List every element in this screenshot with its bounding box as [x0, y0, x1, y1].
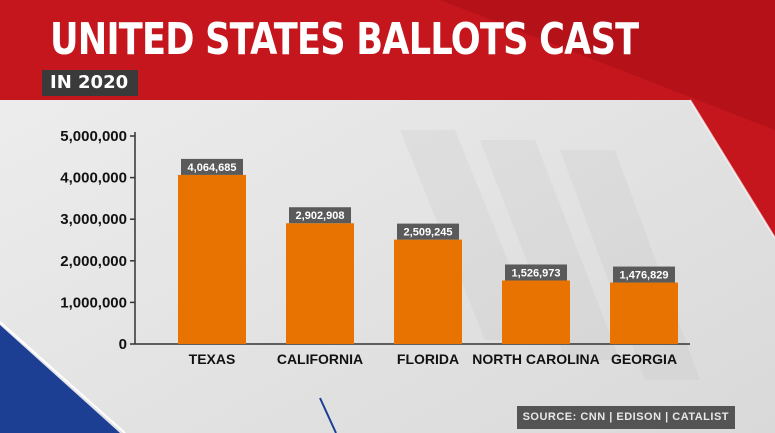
blue-corner: [0, 325, 120, 433]
data-labels: 4,064,685 2,902,908 2,509,245 1,526,973 1,47…: [181, 158, 675, 283]
data-label: 1,526,973: [512, 267, 561, 279]
y-tick-label: 0: [119, 336, 127, 353]
red-banner-shade: [440, 0, 775, 130]
data-label-box: [397, 223, 459, 240]
bar: [394, 239, 462, 344]
source-credit: SOURCE: CNN | EDISON | CATALIST: [516, 406, 735, 429]
data-label-box: [289, 207, 351, 224]
y-tick-label: 4,000,000: [60, 170, 127, 187]
chart-title: UNITED STATES BALLOTS CAST: [50, 14, 639, 65]
blue-accent-line: [319, 397, 337, 433]
data-label: 1,476,829: [620, 270, 669, 282]
bar: [286, 223, 354, 344]
y-tick-label: 3,000,000: [60, 211, 127, 228]
bar: [502, 280, 570, 344]
x-category-label: GEORGIA: [611, 351, 677, 367]
chart-axes: 0 1,000,000 2,000,000 3,000,000 4,000,000 5,0…: [60, 128, 690, 367]
banner-edge-line: [689, 99, 775, 239]
y-tick-label: 5,000,000: [60, 128, 127, 145]
bar-series: [178, 174, 678, 344]
data-label: 2,902,908: [296, 210, 345, 222]
data-label: 2,509,245: [404, 227, 453, 239]
blue-corner-edge: [0, 321, 126, 433]
data-label-box: [505, 264, 567, 281]
data-label-box: [613, 266, 675, 283]
bar: [610, 282, 678, 344]
y-tick-label: 2,000,000: [60, 253, 127, 270]
red-banner: [0, 0, 775, 238]
y-tick-label: 1,000,000: [60, 294, 127, 311]
x-category-label: NORTH CAROLINA: [472, 351, 600, 367]
data-label-box: [181, 158, 243, 175]
x-category-label: FLORIDA: [397, 351, 459, 367]
chart-subtitle: IN 2020: [42, 70, 139, 96]
x-category-label: TEXAS: [189, 351, 236, 367]
bar: [178, 174, 246, 344]
data-label: 4,064,685: [188, 162, 237, 174]
x-category-label: CALIFORNIA: [277, 351, 363, 367]
